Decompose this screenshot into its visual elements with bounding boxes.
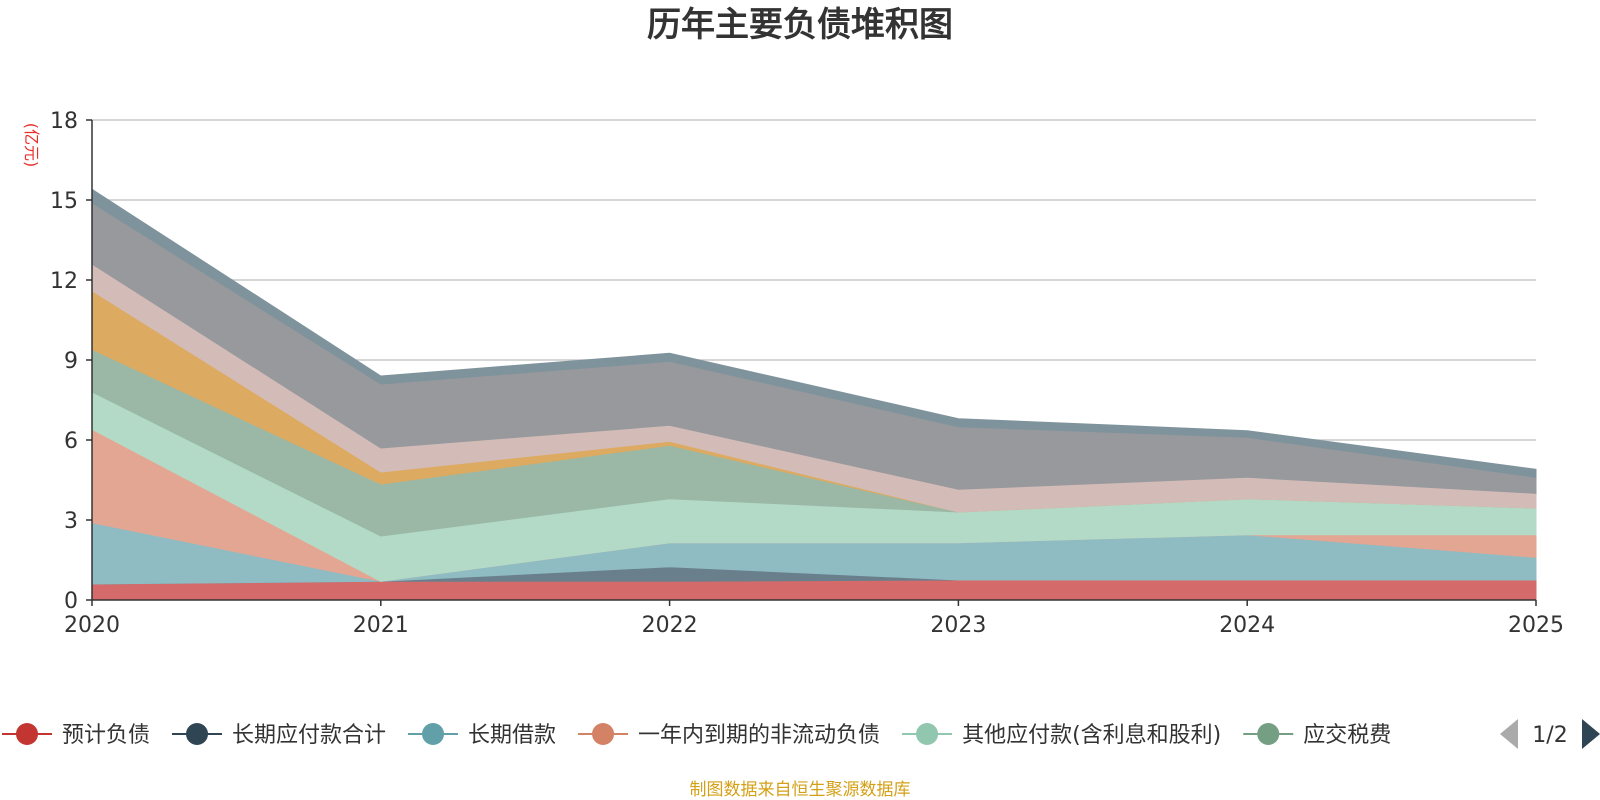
axes: 0 3 6 9 12 15 18 2020 2021 2022 2023 2024 2025 — [50, 109, 1564, 638]
y-tick-label: 12 — [50, 269, 78, 294]
area-series-0 — [91, 579, 1537, 601]
legend-item[interactable]: 应交税费 — [1243, 723, 1391, 748]
legend-item[interactable]: 一年内到期的非流动负债 — [578, 723, 880, 748]
legend-item[interactable]: 长期借款 — [408, 723, 556, 748]
area-series-9 — [91, 188, 1537, 478]
legend-label: 一年内到期的非流动负债 — [638, 723, 880, 748]
arrow-right-icon[interactable] — [1582, 719, 1600, 749]
y-tick-label: 18 — [50, 109, 78, 134]
legend-circle-marker — [592, 723, 615, 745]
x-tick-label: 2023 — [930, 613, 986, 638]
y-tick-label: 9 — [64, 349, 78, 374]
x-tick-label: 2024 — [1219, 613, 1275, 638]
legend-circle-marker — [186, 723, 209, 745]
legend-label: 其他应付款(含利息和股利) — [962, 723, 1221, 748]
data-source-note: 制图数据来自恒生聚源数据库 — [690, 780, 911, 800]
legend-page-indicator: 1/2 — [1532, 723, 1567, 748]
area-series-layer — [91, 188, 1537, 601]
x-tick-label: 2025 — [1508, 613, 1564, 638]
legend-circle-marker — [422, 723, 445, 745]
legend-item[interactable]: 预计负债 — [2, 723, 150, 748]
y-tick-label: 3 — [64, 509, 78, 534]
y-tick-label: 6 — [64, 429, 78, 454]
arrow-left-icon[interactable] — [1500, 719, 1518, 749]
legend-label: 预计负债 — [62, 723, 150, 748]
y-axis-unit: (亿元) — [22, 123, 41, 168]
legend-circle-marker — [916, 723, 939, 745]
legend-item[interactable]: 长期应付款合计 — [172, 723, 386, 748]
x-tick-label: 2020 — [64, 613, 120, 638]
legend-circle-marker — [1257, 723, 1280, 745]
x-tick-label: 2022 — [642, 613, 698, 638]
legend-label: 长期应付款合计 — [232, 723, 386, 748]
y-tick-label: 0 — [64, 589, 78, 614]
legend-label: 应交税费 — [1303, 723, 1391, 748]
chart-title: 历年主要负债堆积图 — [647, 5, 953, 45]
legend-item[interactable]: 其他应付款(含利息和股利) — [902, 723, 1221, 748]
legend-circle-marker — [16, 723, 38, 745]
legend-label: 长期借款 — [468, 723, 556, 748]
y-tick-label: 15 — [50, 189, 78, 214]
x-tick-label: 2021 — [353, 613, 409, 638]
legend: 预计负债 长期应付款合计 长期借款 一年内到期的非流动负债 其他应付款(含利息和股利) 应… — [2, 719, 1600, 749]
